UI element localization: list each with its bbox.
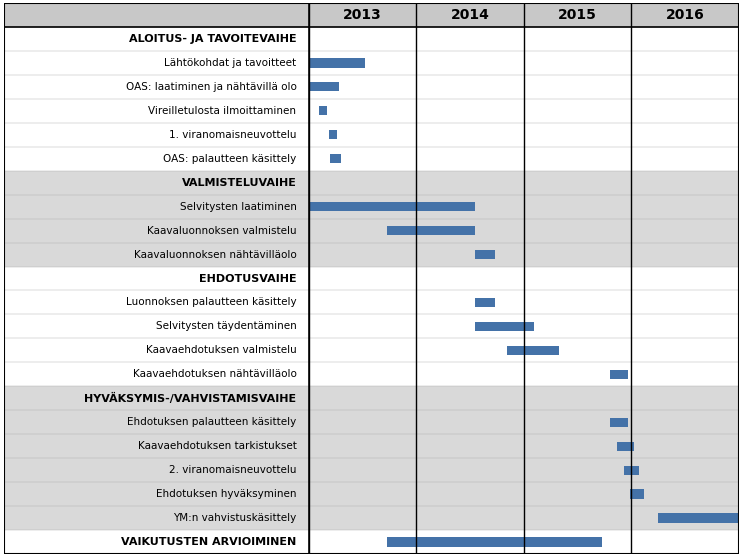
Bar [4,51,309,75]
Bar [387,538,602,547]
Bar [309,387,739,411]
Bar [508,346,559,355]
Bar [309,339,739,363]
Bar [610,418,628,427]
Bar [630,490,644,499]
Text: Lähtökohdat ja tavoitteet: Lähtökohdat ja tavoitteet [164,58,297,68]
Text: Ehdotuksen palautteen käsittely: Ehdotuksen palautteen käsittely [127,417,297,427]
Text: EHDOTUSVAIHE: EHDOTUSVAIHE [199,273,297,284]
Bar [4,170,309,194]
Bar [624,466,639,475]
Bar [309,194,739,218]
Bar [309,3,739,27]
Bar [4,363,309,387]
Bar [330,154,341,163]
Text: Luonnoksen palautteen käsittely: Luonnoksen palautteen käsittely [126,297,297,307]
Bar [329,130,337,139]
Text: Kaavaehdotuksen tarkistukset: Kaavaehdotuksen tarkistukset [138,441,297,451]
Bar [475,297,494,307]
Text: OAS: palautteen käsittely: OAS: palautteen käsittely [164,154,297,164]
Bar [309,82,339,91]
Bar [309,202,475,211]
Text: Selvitysten laatiminen: Selvitysten laatiminen [180,202,297,212]
Text: HYVÄKSYMIS-/VAHVISTAMISVAIHE: HYVÄKSYMIS-/VAHVISTAMISVAIHE [84,393,297,404]
Bar [4,315,309,339]
Bar [309,51,739,75]
Bar [4,411,309,434]
Bar [4,482,309,506]
Text: 2. viranomaisneuvottelu: 2. viranomaisneuvottelu [169,465,297,475]
Bar [309,99,739,123]
Bar [4,458,309,482]
Text: Kaavaluonnoksen valmistelu: Kaavaluonnoksen valmistelu [147,226,297,236]
Bar [4,3,309,27]
Bar [309,363,739,387]
Bar [4,266,309,291]
Bar [387,226,475,236]
Text: OAS: laatiminen ja nähtävillä olo: OAS: laatiminen ja nähtävillä olo [126,82,297,92]
Text: Vireilletulosta ilmoittaminen: Vireilletulosta ilmoittaminen [149,106,297,116]
Text: 2015: 2015 [558,8,596,22]
Bar [658,514,739,523]
Text: VAIKUTUSTEN ARVIOIMINEN: VAIKUTUSTEN ARVIOIMINEN [121,538,297,547]
Bar [4,218,309,242]
Bar [4,146,309,170]
Text: VALMISTELUVAIHE: VALMISTELUVAIHE [181,178,297,188]
Bar [4,123,309,146]
Bar [309,146,739,170]
Bar [4,339,309,363]
Bar [309,27,739,51]
Bar [4,27,309,51]
Bar [475,321,534,331]
Bar [4,99,309,123]
Bar [309,291,739,315]
Bar [309,218,739,242]
Text: Kaavaehdotuksen valmistelu: Kaavaehdotuksen valmistelu [146,345,297,355]
Bar [309,506,739,530]
Text: Kaavaluonnoksen nähtävilläolo: Kaavaluonnoksen nähtävilläolo [134,250,297,260]
Bar [4,291,309,315]
Bar [610,370,628,379]
Bar [4,242,309,266]
Bar [309,58,365,67]
Bar [309,434,739,458]
Text: 2013: 2013 [343,8,382,22]
Bar [4,75,309,99]
Bar [4,506,309,530]
Text: 1. viranomaisneuvottelu: 1. viranomaisneuvottelu [169,130,297,140]
Text: Kaavaehdotuksen nähtävilläolo: Kaavaehdotuksen nähtävilläolo [132,369,297,379]
Bar [309,482,739,506]
Bar [4,194,309,218]
Bar [617,442,634,451]
Bar [309,458,739,482]
Bar [309,530,739,554]
Bar [4,530,309,554]
Bar [309,242,739,266]
Bar [309,315,739,339]
Text: Selvitysten täydentäminen: Selvitysten täydentäminen [155,321,297,331]
Bar [475,250,494,260]
Bar [309,75,739,99]
Bar [4,387,309,411]
Bar [4,434,309,458]
Bar [320,106,327,115]
Bar [309,170,739,194]
Bar [309,411,739,434]
Bar [309,266,739,291]
Text: 2016: 2016 [665,8,704,22]
Text: 2014: 2014 [451,8,489,22]
Text: YM:n vahvistuskäsittely: YM:n vahvistuskäsittely [173,513,297,523]
Bar [309,123,739,146]
Text: ALOITUS- JA TAVOITEVAIHE: ALOITUS- JA TAVOITEVAIHE [129,34,297,44]
Text: Ehdotuksen hyväksyminen: Ehdotuksen hyväksyminen [156,489,297,499]
